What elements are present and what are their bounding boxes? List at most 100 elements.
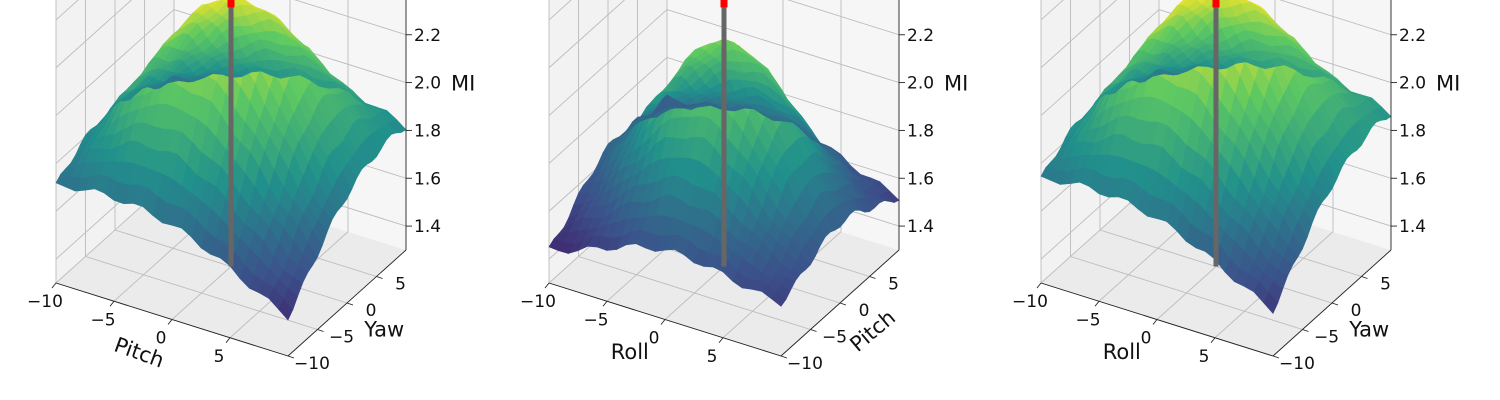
y-tick-label: 0 (859, 301, 870, 321)
gridline-z (55, 0, 133, 69)
surface-facet (1153, 68, 1170, 75)
y-tick-mark (287, 355, 295, 359)
x-tick-mark (109, 300, 115, 307)
z-tick-label: 2.2 (1399, 26, 1426, 46)
x-tick-mark (544, 282, 550, 289)
x-tick-label: −5 (583, 310, 608, 330)
y-axis-label: Yaw (363, 317, 404, 341)
surface-facet (661, 94, 678, 105)
x-tick-mark (225, 337, 231, 344)
peak-marker (227, 0, 235, 8)
x-tick-label: −10 (27, 292, 63, 312)
y-tick-label: −10 (294, 354, 330, 374)
z-tick-label: 1.8 (907, 121, 934, 141)
gridline-z (548, 0, 626, 69)
y-tick-label: 0 (1351, 301, 1362, 321)
y-tick-label: 5 (1380, 275, 1391, 295)
y-tick-label: −10 (787, 354, 823, 374)
z-tick-label: 1.8 (414, 121, 441, 141)
y-tick-label: 5 (395, 275, 406, 295)
x-tick-label: 5 (707, 347, 718, 367)
x-tick-mark (602, 300, 608, 307)
surface-panel-3: −10−505−10−5051.41.61.82.02.22.4RollYawM… (1012, 0, 1460, 374)
y-tick-label: −5 (329, 328, 354, 348)
gridline-y (1070, 256, 1303, 330)
y-tick-mark (1302, 329, 1309, 332)
y-tick-mark (780, 355, 788, 359)
z-axis-label: MI (451, 72, 475, 96)
y-tick-mark (869, 276, 876, 279)
z-tick-label: 1.8 (1399, 121, 1426, 141)
y-axis-label: Pitch (845, 305, 900, 356)
x-tick-mark (167, 319, 173, 325)
y-tick-mark (810, 329, 817, 332)
y-tick-label: −10 (1279, 354, 1315, 374)
x-tick-label: −5 (1075, 310, 1100, 330)
gridline-z (1040, 9, 1160, 116)
z-tick-label: 1.4 (1399, 217, 1426, 237)
x-tick-mark (660, 319, 666, 325)
surface-mesh (55, 0, 407, 321)
z-tick-label: 2.0 (907, 74, 934, 94)
x-axis-label: Roll (611, 340, 649, 364)
gridline-z (294, 0, 407, 36)
y-tick-mark (1272, 355, 1280, 359)
x-tick-label: 5 (1199, 347, 1210, 367)
x-tick-label: −5 (90, 310, 115, 330)
surface-mesh (1040, 0, 1392, 314)
x-tick-mark (1094, 300, 1100, 307)
surface-panel-2: −10−505−10−5051.41.61.82.02.22.4RollPitc… (520, 0, 968, 374)
x-tick-mark (51, 282, 57, 289)
z-tick-label: 1.6 (414, 169, 441, 189)
x-tick-mark (1036, 282, 1042, 289)
x-tick-label: −10 (1012, 292, 1048, 312)
x-tick-label: 5 (214, 347, 225, 367)
peak-marker (720, 0, 728, 8)
gridline-z (787, 0, 900, 36)
gridline-y (578, 256, 811, 330)
z-tick-label: 2.2 (907, 26, 934, 46)
y-axis-label: Yaw (1348, 317, 1389, 341)
surface-facet (168, 75, 185, 81)
y-tick-mark (1331, 302, 1339, 306)
gridline-y (85, 256, 318, 330)
z-tick-label: 1.6 (907, 169, 934, 189)
z-tick-label: 2.2 (414, 26, 441, 46)
z-tick-label: 2.0 (414, 74, 441, 94)
x-tick-label: 0 (1141, 329, 1152, 349)
surface-panel-1: −10−505−10−5051.41.61.82.02.22.4PitchYaw… (27, 0, 475, 374)
z-tick-label: 1.4 (907, 217, 934, 237)
gridline-z (666, 9, 900, 84)
x-axis-label: Roll (1103, 340, 1141, 364)
x-tick-label: 0 (649, 329, 660, 349)
axes: −10−505−10−5051.41.61.82.02.22.4RollYawM… (1012, 0, 1460, 374)
y-tick-mark (839, 302, 847, 306)
z-tick-label: 1.6 (1399, 169, 1426, 189)
x-tick-label: −10 (520, 292, 556, 312)
y-tick-mark (317, 329, 324, 332)
y-tick-label: 0 (366, 301, 377, 321)
z-tick-label: 1.4 (414, 217, 441, 237)
gridline-z (548, 9, 668, 116)
peak-marker (1212, 0, 1220, 8)
x-tick-mark (1210, 337, 1216, 344)
y-tick-label: −5 (1314, 328, 1339, 348)
y-tick-mark (1361, 276, 1368, 279)
gridline-z (548, 0, 572, 21)
gridline-z (55, 0, 79, 21)
x-tick-label: 0 (156, 329, 167, 349)
gridline-z (1279, 0, 1392, 36)
x-tick-mark (1152, 319, 1158, 325)
y-tick-mark (376, 276, 383, 279)
gridline-z (548, 57, 668, 164)
gridline-z (1040, 0, 1064, 21)
z-tick-label: 2.0 (1399, 74, 1426, 94)
z-axis-label: MI (1436, 72, 1460, 96)
gridline-z (55, 9, 175, 116)
y-tick-label: 5 (888, 275, 899, 295)
z-axis-label: MI (944, 72, 968, 96)
y-tick-mark (346, 302, 354, 306)
gridline-z (1040, 0, 1118, 69)
x-tick-mark (718, 337, 724, 344)
